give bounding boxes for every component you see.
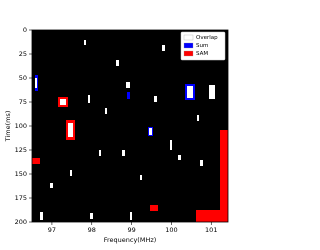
y-tick-label: 100 bbox=[15, 122, 27, 130]
y-tick-label: 200 bbox=[15, 218, 27, 226]
legend-label: Sum bbox=[196, 43, 208, 49]
x-tick-label: 97 bbox=[48, 226, 56, 234]
chart: Frequency(MHz) Time(ms) 97 98 99 100 101 0 25 5… bbox=[4, 26, 229, 244]
x-tick-label: 99 bbox=[127, 226, 135, 234]
y-tick-label: 175 bbox=[15, 194, 27, 202]
plot-area bbox=[32, 30, 228, 222]
x-tick-label: 101 bbox=[205, 226, 217, 234]
y-tick-label: 75 bbox=[19, 98, 27, 106]
legend-label: SAM bbox=[196, 51, 208, 57]
y-tick-label: 150 bbox=[15, 170, 27, 178]
y-tick-label: 0 bbox=[23, 26, 27, 34]
mask-image bbox=[32, 40, 228, 222]
x-axis-label: Frequency(MHz) bbox=[104, 236, 157, 244]
y-axis-label: Time(ms) bbox=[4, 111, 12, 143]
legend-swatch bbox=[183, 42, 194, 49]
y-tick-label: 25 bbox=[19, 50, 27, 58]
legend-label: Overlap bbox=[196, 35, 218, 41]
legend-swatch bbox=[183, 34, 194, 41]
legend-swatch bbox=[183, 50, 194, 57]
y-tick-label: 50 bbox=[19, 74, 27, 82]
x-tick-label: 100 bbox=[165, 226, 177, 234]
x-tick-label: 98 bbox=[88, 226, 96, 234]
y-tick-label: 125 bbox=[15, 146, 27, 154]
